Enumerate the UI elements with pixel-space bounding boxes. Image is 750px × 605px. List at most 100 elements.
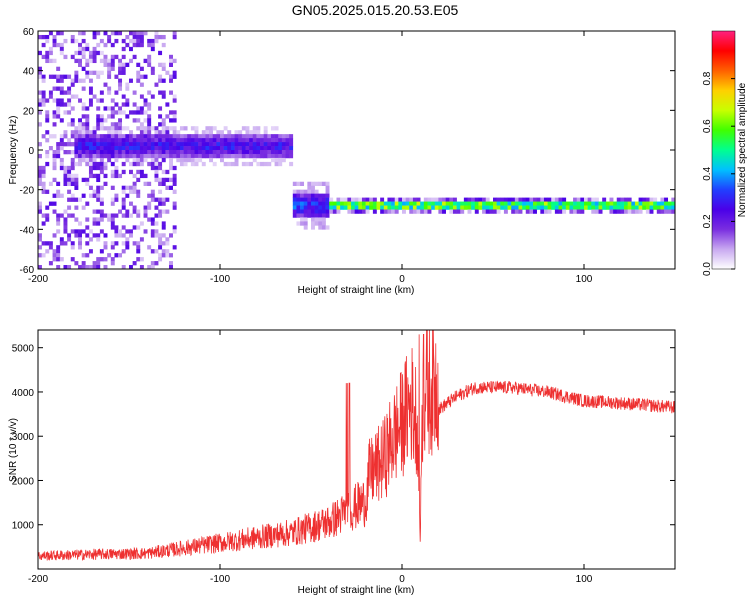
- heatmap-cell: [609, 209, 614, 214]
- heatmap-cell: [147, 217, 152, 222]
- heatmap-cell: [143, 102, 148, 107]
- heatmap-cell: [318, 221, 323, 226]
- heatmap-cell: [169, 110, 173, 115]
- heatmap-cell: [307, 193, 312, 198]
- heatmap-cell: [194, 138, 199, 143]
- heatmap-cell: [296, 189, 301, 194]
- heatmap-cell: [139, 161, 144, 167]
- heatmap-cell: [38, 169, 42, 175]
- heatmap-cell: [154, 146, 159, 151]
- heatmap-cell: [270, 150, 275, 155]
- heatmap-cell: [45, 213, 50, 218]
- heatmap-cell: [165, 130, 170, 135]
- heatmap-cell: [85, 177, 90, 183]
- heatmap-cell: [642, 201, 647, 206]
- heatmap-cell: [241, 161, 246, 167]
- heatmap-cell: [56, 153, 61, 159]
- heatmap-cell: [88, 173, 93, 179]
- heatmap-cell: [154, 31, 159, 36]
- heatmap-cell: [307, 197, 312, 202]
- heatmap-cell: [274, 161, 279, 167]
- heatmap-cell: [423, 209, 428, 214]
- heatmap-cell: [372, 205, 377, 210]
- heatmap-cell: [223, 153, 228, 159]
- heatmap-cell: [161, 94, 166, 99]
- heatmap-cell: [267, 142, 272, 147]
- heatmap-cell: [132, 225, 137, 230]
- heatmap-cell: [136, 142, 141, 147]
- heatmap-cell: [88, 193, 93, 198]
- heatmap-cell: [139, 169, 144, 175]
- heatmap-cell: [270, 157, 275, 163]
- heatmap-cell: [169, 161, 173, 167]
- heatmap-cell: [150, 46, 155, 52]
- heatmap-cell: [67, 265, 72, 270]
- heatmap-cell: [70, 257, 75, 262]
- heatmap-cell: [81, 153, 86, 159]
- heatmap-cell: [161, 225, 166, 230]
- heatmap-cell: [136, 169, 141, 175]
- heatmap-cell: [209, 134, 214, 139]
- heatmap-cell: [278, 134, 283, 139]
- heatmap-cell: [99, 118, 104, 123]
- heatmap-cell: [503, 205, 508, 210]
- heatmap-cell: [245, 161, 250, 167]
- heatmap-cell: [289, 134, 294, 139]
- heatmap-cell: [161, 241, 166, 246]
- heatmap-cell: [405, 197, 410, 202]
- heatmap-cell: [227, 134, 232, 139]
- heatmap-cell: [110, 169, 115, 175]
- heatmap-cell: [227, 161, 232, 167]
- heatmap-cell: [445, 197, 450, 202]
- heatmap-cell: [165, 249, 170, 254]
- heatmap-cell: [238, 142, 243, 147]
- heatmap-cell: [249, 153, 254, 159]
- heatmap-cell: [263, 142, 268, 147]
- heatmap-cell: [624, 205, 628, 210]
- heatmap-cell: [56, 221, 61, 226]
- heatmap-cell: [653, 201, 658, 206]
- heatmap-cell: [511, 205, 516, 210]
- heatmap-cell: [358, 205, 363, 210]
- heatmap-cell: [96, 142, 101, 147]
- heatmap-cell: [220, 157, 224, 163]
- heatmap-y-axis-label: Frequency (Hz): [8, 116, 19, 185]
- heatmap-x-tick-label: -100: [210, 274, 230, 285]
- heatmap-cell: [74, 205, 79, 210]
- heatmap-cell: [114, 74, 119, 79]
- heatmap-cell: [307, 181, 312, 186]
- heatmap-cell: [620, 201, 625, 206]
- heatmap-cell: [154, 150, 159, 155]
- heatmap-cell: [118, 66, 123, 71]
- heatmap-cell: [351, 201, 355, 206]
- heatmap-cell: [129, 110, 133, 115]
- heatmap-cell: [321, 201, 326, 206]
- heatmap-cell: [161, 249, 166, 254]
- heatmap-cell: [38, 253, 42, 258]
- heatmap-cell: [241, 153, 246, 159]
- heatmap-cell: [402, 205, 406, 210]
- heatmap-cell: [518, 201, 523, 206]
- heatmap-cell: [74, 130, 79, 135]
- heatmap-cell: [245, 130, 250, 135]
- heatmap-cell: [179, 161, 184, 167]
- heatmap-cell: [161, 34, 166, 40]
- heatmap-cell: [616, 201, 621, 206]
- heatmap-cell: [92, 193, 97, 198]
- heatmap-cell: [103, 241, 108, 246]
- heatmap-cell: [81, 102, 86, 107]
- heatmap-cell: [540, 201, 545, 206]
- heatmap-cell: [132, 38, 137, 44]
- heatmap-cell: [114, 146, 119, 151]
- heatmap-cell: [172, 70, 177, 75]
- heatmap-cell: [252, 146, 257, 151]
- heatmap-cell: [631, 205, 636, 210]
- heatmap-cell: [70, 106, 75, 111]
- heatmap-cell: [150, 146, 155, 151]
- heatmap-cell: [48, 241, 53, 246]
- heatmap-cell: [150, 157, 155, 163]
- heatmap-cell: [70, 173, 75, 179]
- heatmap-cell: [96, 50, 101, 56]
- heatmap-cell: [81, 261, 86, 266]
